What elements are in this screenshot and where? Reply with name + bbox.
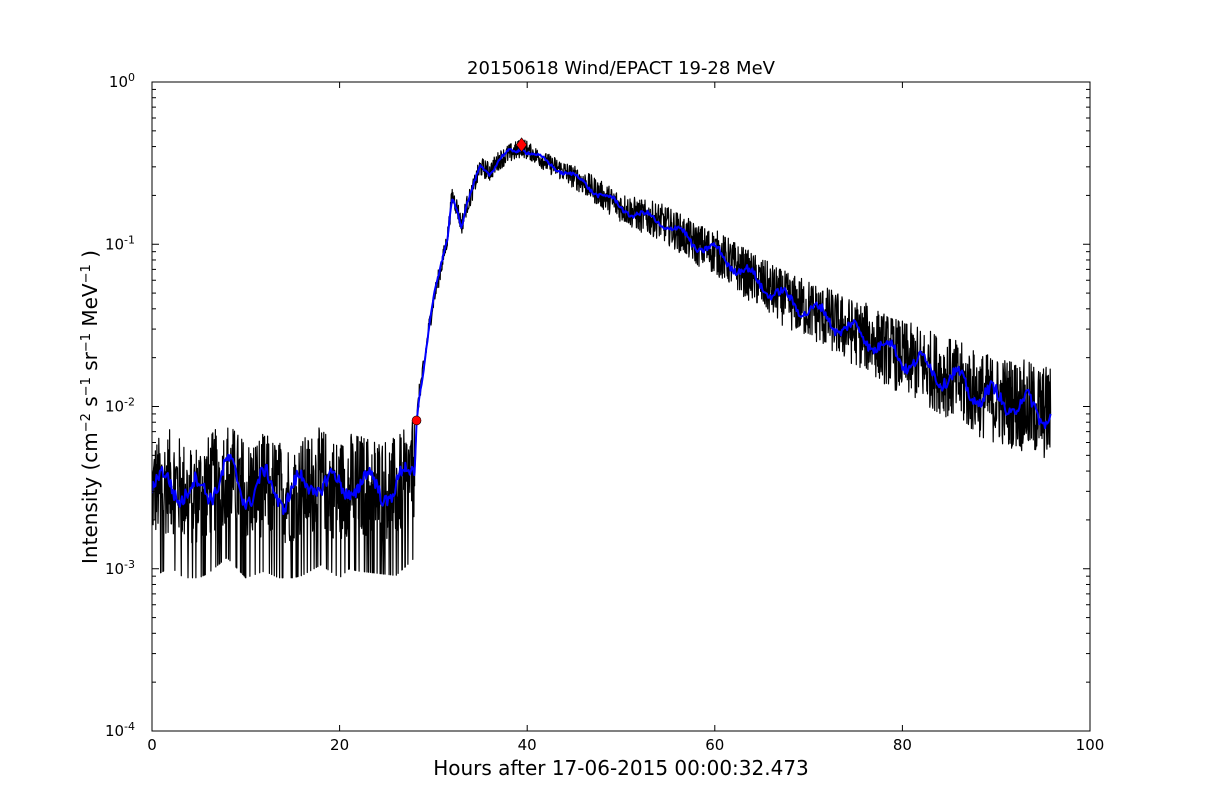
y-label-exp-1: −2	[79, 413, 94, 432]
x-axis-ticks: 0 20 40 60 80 100	[147, 82, 1104, 754]
x-tick-label: 20	[330, 736, 349, 754]
y-tick-base: 10	[105, 560, 124, 578]
y-label-suffix: )	[78, 250, 102, 264]
y-label-sr: sr	[78, 351, 102, 377]
x-tick-label: 0	[147, 736, 157, 754]
y-tick-label: 10-3	[105, 557, 135, 578]
x-tick-label: 40	[518, 736, 537, 754]
y-label-prefix: Intensity (cm	[78, 432, 102, 564]
series-smoothed-line	[152, 147, 1052, 515]
y-label-exp-4: −1	[79, 264, 94, 283]
series-raw-line	[152, 139, 1052, 579]
x-tick-label: 60	[705, 736, 724, 754]
y-tick-exponent: -1	[124, 233, 135, 246]
peak-marker	[515, 137, 528, 153]
y-tick-label: 10-1	[105, 233, 135, 254]
y-label-s: s	[78, 396, 102, 413]
y-tick-exponent: -3	[124, 557, 135, 570]
chart-title: 20150618 Wind/EPACT 19-28 MeV	[467, 58, 776, 79]
y-tick-label: 10-4	[105, 720, 135, 741]
y-label-exp-2: −1	[79, 377, 94, 396]
y-tick-label: 100	[109, 71, 135, 92]
y-tick-label: 10-2	[105, 395, 135, 416]
y-tick-base: 10	[105, 722, 124, 740]
y-tick-base: 10	[105, 398, 124, 416]
y-label-mev: MeV	[78, 283, 102, 333]
y-tick-base: 10	[109, 73, 128, 91]
y-tick-exponent: -2	[124, 395, 135, 408]
series-layer	[152, 139, 1052, 579]
x-tick-label: 80	[893, 736, 912, 754]
y-tick-exponent: -4	[124, 720, 135, 733]
x-axis-label: Hours after 17-06-2015 00:00:32.473	[433, 756, 809, 780]
plot-area	[152, 137, 1052, 579]
onset-marker	[411, 415, 422, 426]
y-axis-label: Intensity (cm−2 s−1 sr−1 MeV−1 )	[78, 250, 102, 564]
marker-layer	[411, 137, 528, 426]
y-label-exp-3: −1	[79, 333, 94, 352]
y-tick-base: 10	[105, 235, 124, 253]
y-tick-exponent: 0	[128, 71, 135, 84]
x-tick-label: 100	[1076, 736, 1105, 754]
